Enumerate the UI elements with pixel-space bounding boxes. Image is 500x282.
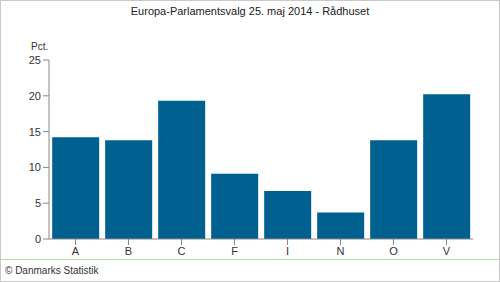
svg-text:5: 5 [35, 197, 41, 209]
svg-text:20: 20 [29, 90, 41, 102]
svg-text:V: V [443, 245, 451, 257]
html-text:Europa-Parlamentsvalg 25. maj: Europa-Parlamentsvalg 25. maj 2014 - Råd… [130, 5, 370, 17]
svg-text:O: O [389, 245, 398, 257]
svg-text:10: 10 [29, 161, 41, 173]
svg-text:I: I [286, 245, 289, 257]
svg-text:A: A [72, 245, 80, 257]
svg-text:F: F [231, 245, 238, 257]
svg-text:15: 15 [29, 126, 41, 138]
html-text:© Danmarks Statistik: © Danmarks Statistik [5, 265, 99, 276]
svg-text:B: B [125, 245, 132, 257]
svg-text:N: N [337, 245, 345, 257]
html-text:Pct.: Pct. [31, 41, 49, 52]
svg-text:0: 0 [35, 233, 41, 245]
svg-text:25: 25 [29, 54, 41, 66]
svg-text:C: C [178, 245, 186, 257]
